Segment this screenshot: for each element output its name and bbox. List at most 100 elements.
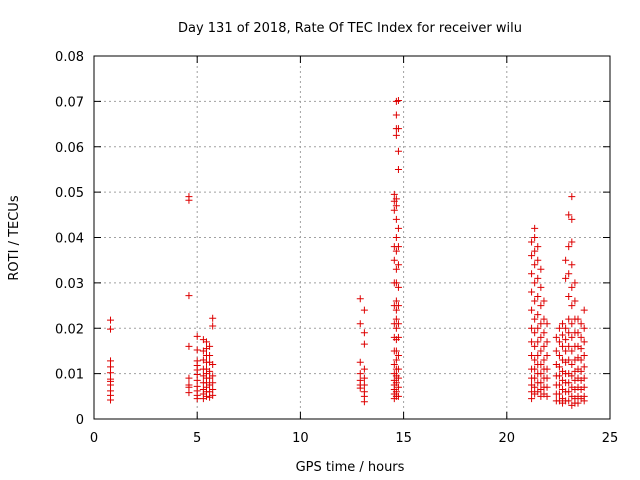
data-point-marker <box>543 374 551 382</box>
data-point-marker <box>531 365 539 373</box>
data-point-marker <box>534 338 542 346</box>
data-point-marker <box>206 342 214 350</box>
data-point-marker <box>392 195 400 203</box>
data-point-marker <box>540 356 548 364</box>
data-point-marker <box>543 320 551 328</box>
data-point-marker <box>392 315 400 323</box>
x-tick-label: 15 <box>395 431 412 446</box>
data-point-marker <box>209 322 217 330</box>
grid-lines <box>94 56 610 419</box>
data-point-marker <box>555 351 563 359</box>
x-axis-label: GPS time / hours <box>296 460 405 475</box>
data-point-marker <box>392 297 400 305</box>
data-point-marker <box>193 395 201 403</box>
data-point-marker <box>394 302 402 310</box>
data-point-marker <box>574 329 582 337</box>
data-point-marker <box>394 261 402 269</box>
data-point-marker <box>534 311 542 319</box>
data-point-marker <box>185 342 193 350</box>
data-point-marker <box>580 324 588 332</box>
data-point-marker <box>107 369 115 377</box>
data-point-marker <box>394 320 402 328</box>
data-point-marker <box>562 324 570 332</box>
data-point-marker <box>356 358 364 366</box>
data-point-marker <box>565 292 573 300</box>
data-point-marker <box>193 332 201 340</box>
data-point-marker <box>571 279 579 287</box>
data-point-marker <box>531 247 539 255</box>
data-point-marker <box>394 365 402 373</box>
data-point-marker <box>356 384 364 392</box>
data-point-marker <box>392 202 400 210</box>
data-point-marker <box>356 370 364 378</box>
data-point-marker <box>552 347 560 355</box>
data-point-marker <box>185 374 193 382</box>
data-point-marker <box>392 306 400 314</box>
data-point-marker <box>537 265 545 273</box>
data-point-marker <box>531 374 539 382</box>
data-point-marker <box>209 386 217 394</box>
data-point-marker <box>562 274 570 282</box>
data-point-marker <box>543 351 551 359</box>
data-point-marker <box>577 320 585 328</box>
data-point-marker <box>555 381 563 389</box>
data-point-marker <box>565 397 573 405</box>
data-point-marker <box>568 320 576 328</box>
data-point-marker <box>580 351 588 359</box>
data-point-marker <box>565 211 573 219</box>
data-point-marker <box>540 329 548 337</box>
data-point-marker <box>534 274 542 282</box>
data-point-marker <box>580 306 588 314</box>
data-point-marker <box>392 279 400 287</box>
x-tick-label: 5 <box>193 431 201 446</box>
data-point-marker <box>528 288 536 296</box>
data-point-marker <box>193 371 201 379</box>
data-point-marker <box>531 342 539 350</box>
x-tick-label: 0 <box>90 431 98 446</box>
data-point-marker <box>392 234 400 241</box>
x-tick-label: 25 <box>602 431 619 446</box>
data-point-marker <box>356 295 364 303</box>
x-tick-label: 10 <box>292 431 309 446</box>
data-point-marker <box>394 125 402 133</box>
data-point-marker <box>209 379 217 387</box>
data-point-marker <box>543 338 551 346</box>
data-point-marker <box>531 356 539 364</box>
y-tick-label: 0.03 <box>55 277 84 292</box>
data-point-marker <box>559 320 567 328</box>
data-point-marker <box>568 283 576 291</box>
data-point-marker <box>392 215 400 223</box>
data-point-marker <box>394 147 402 155</box>
data-point-marker <box>528 324 536 332</box>
data-point-marker <box>528 238 536 246</box>
data-point-marker <box>360 340 368 348</box>
y-tick-label: 0 <box>76 413 84 428</box>
data-point-marker <box>534 256 542 264</box>
data-point-marker <box>531 224 539 232</box>
data-point-marker <box>555 324 563 332</box>
data-point-marker <box>531 297 539 305</box>
data-point-marker <box>568 215 576 223</box>
data-point-marker <box>577 345 585 353</box>
data-point-marker <box>537 361 545 369</box>
y-tick-label: 0.06 <box>55 141 84 156</box>
data-point-marker <box>552 333 560 341</box>
data-point-marker <box>394 383 402 391</box>
data-point-marker <box>574 399 582 407</box>
data-point-marker <box>206 393 214 401</box>
data-point-marker <box>394 351 402 359</box>
data-point-marker <box>392 265 400 273</box>
data-point-marker <box>580 363 588 371</box>
data-point-marker <box>562 336 570 344</box>
data-points <box>107 96 588 409</box>
data-point-marker <box>107 316 115 324</box>
data-point-marker <box>394 96 402 104</box>
data-point-marker <box>394 374 402 382</box>
data-point-marker <box>392 247 400 255</box>
data-point-marker <box>390 361 398 369</box>
data-point-marker <box>394 392 402 400</box>
data-point-marker <box>568 372 576 380</box>
data-point-marker <box>394 165 402 173</box>
data-point-marker <box>568 261 576 269</box>
data-point-marker <box>360 306 368 314</box>
